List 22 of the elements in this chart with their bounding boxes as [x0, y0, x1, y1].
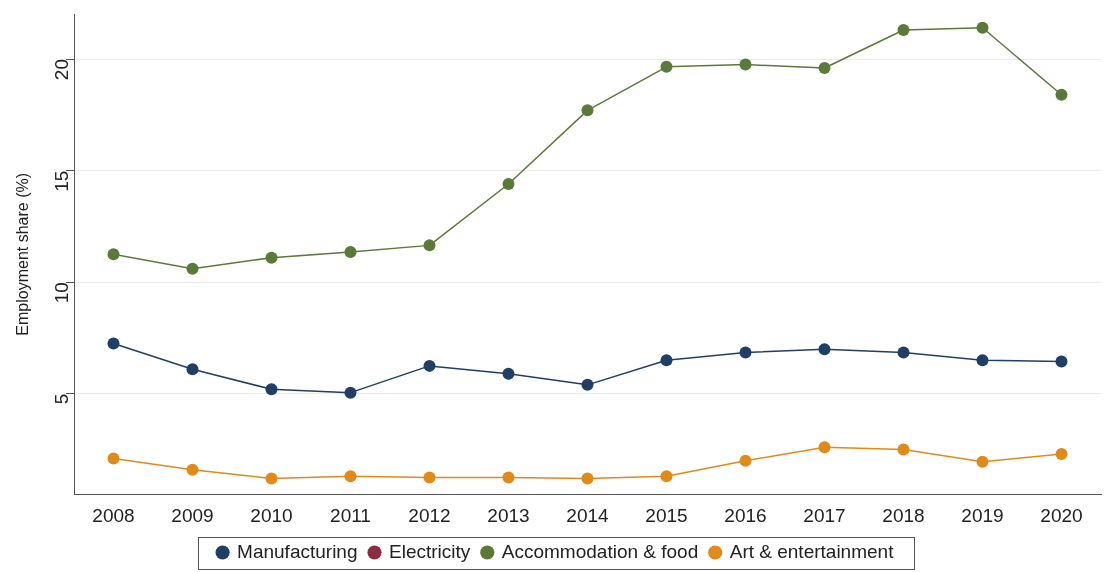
x-tick-label: 2012 — [408, 504, 451, 526]
y-tick-label: 20 — [51, 59, 73, 81]
x-tick-label: 2010 — [250, 504, 293, 526]
legend-label: Electricity — [388, 540, 471, 562]
y-tick-label: 10 — [51, 282, 73, 304]
x-tick-label: 2014 — [566, 504, 610, 526]
legend-label: Manufacturing — [237, 540, 358, 562]
x-tick-label: 2020 — [1040, 504, 1083, 526]
x-tick-label: 2009 — [171, 504, 214, 526]
x-tick-label: 2011 — [330, 504, 371, 526]
y-axis-title: Employment share (%) — [14, 172, 32, 336]
x-tick-label: 2013 — [487, 504, 530, 526]
x-tick-label: 2008 — [92, 504, 135, 526]
y-tick-label: 15 — [51, 170, 73, 192]
x-tick-label: 2018 — [882, 504, 925, 526]
x-tick-label: 2019 — [961, 504, 1004, 526]
legend-label: Accommodation & food — [501, 540, 699, 562]
x-tick-label: 2015 — [645, 504, 688, 526]
x-tick-label: 2017 — [803, 504, 846, 526]
x-tick-label: 2016 — [724, 504, 767, 526]
y-tick-label: 5 — [51, 393, 73, 405]
legend-label: Art & entertainment — [729, 540, 895, 562]
